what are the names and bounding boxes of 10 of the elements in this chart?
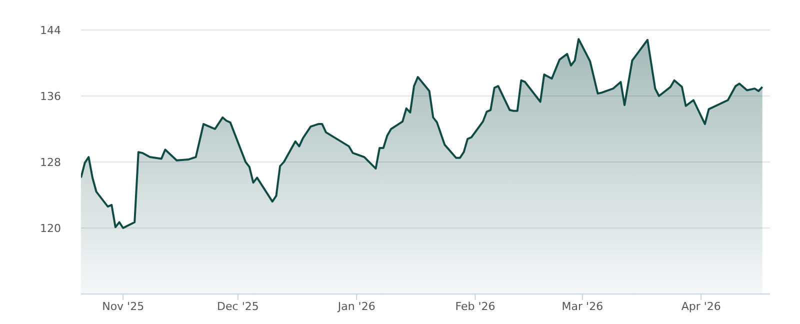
y-tick-label: 144 bbox=[40, 24, 61, 37]
x-tick-label: Apr '26 bbox=[681, 300, 721, 313]
y-tick-label: 128 bbox=[40, 156, 61, 169]
y-tick-label: 120 bbox=[40, 222, 61, 235]
x-tick-label: Nov '25 bbox=[102, 300, 144, 313]
x-tick-label: Feb '26 bbox=[455, 300, 496, 313]
y-tick-label: 136 bbox=[40, 90, 61, 103]
x-tick-label: Jan '26 bbox=[336, 300, 376, 313]
x-tick-label: Dec '25 bbox=[217, 300, 259, 313]
x-tick-label: Mar '26 bbox=[562, 300, 604, 313]
